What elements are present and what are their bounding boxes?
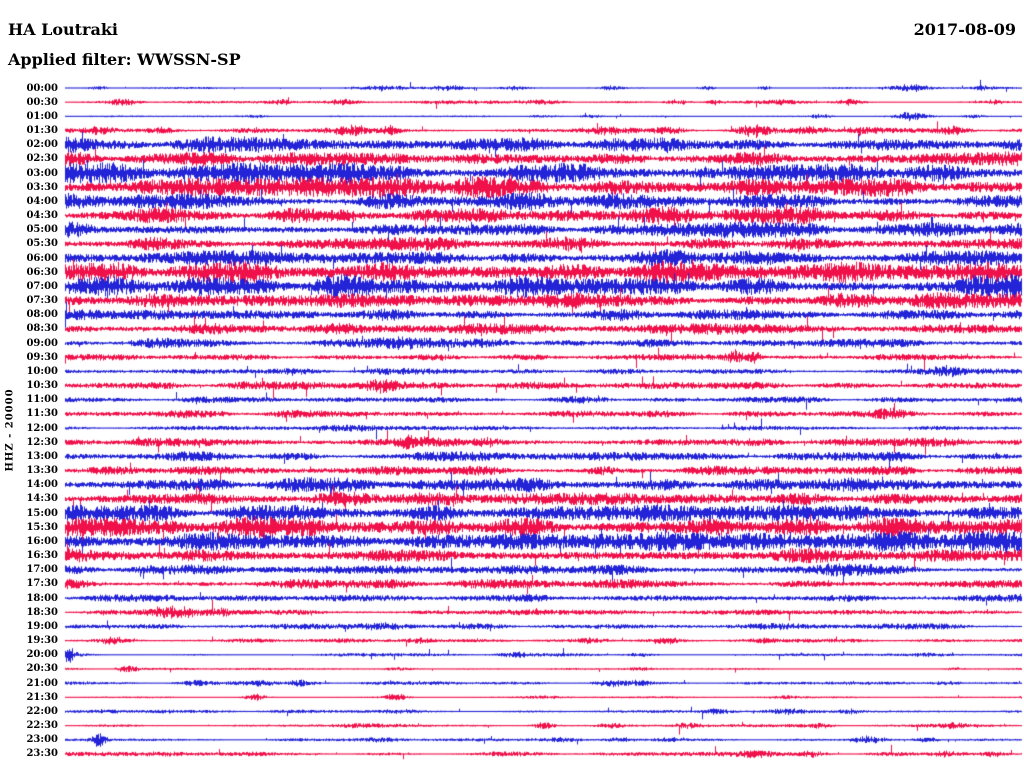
time-label-2230: 22:30 (26, 720, 58, 732)
time-label-1430: 14:30 (26, 493, 58, 505)
time-label-1830: 18:30 (26, 606, 58, 618)
time-label-1900: 19:00 (26, 620, 58, 632)
time-label-0830: 08:30 (26, 323, 58, 335)
time-label-0400: 04:00 (26, 195, 58, 207)
time-label-1400: 14:00 (26, 479, 58, 491)
time-label-1000: 10:00 (26, 365, 58, 377)
time-label-2000: 20:00 (26, 649, 58, 661)
time-label-1300: 13:00 (26, 450, 58, 462)
time-label-0500: 05:00 (26, 224, 58, 236)
time-label-2300: 23:00 (26, 734, 58, 746)
station-title: HA Loutraki (8, 20, 119, 39)
time-label-0030: 00:30 (26, 96, 58, 108)
time-label-1330: 13:30 (26, 465, 58, 477)
time-label-1800: 18:00 (26, 592, 58, 604)
time-label-0600: 06:00 (26, 252, 58, 264)
time-label-2330: 23:30 (26, 748, 58, 760)
time-label-0230: 02:30 (26, 153, 58, 165)
time-label-0000: 00:00 (26, 82, 58, 94)
time-label-1700: 17:00 (26, 564, 58, 576)
time-label-2200: 22:00 (26, 705, 58, 717)
time-label-0530: 05:30 (26, 238, 58, 250)
time-label-0200: 02:00 (26, 139, 58, 151)
time-label-1230: 12:30 (26, 436, 58, 448)
time-label-2130: 21:30 (26, 691, 58, 703)
time-label-1630: 16:30 (26, 550, 58, 562)
time-label-0130: 01:30 (26, 125, 58, 136)
plot-date: 2017-08-09 (913, 20, 1016, 39)
time-label-0800: 08:00 (26, 309, 58, 321)
time-label-0700: 07:00 (26, 280, 58, 292)
filter-label: Applied filter: WWSSN-SP (8, 50, 241, 69)
time-label-1500: 15:00 (26, 507, 58, 519)
time-label-1600: 16:00 (26, 535, 58, 547)
time-label-1100: 11:00 (26, 394, 58, 406)
time-label-0300: 03:00 (26, 167, 58, 179)
time-label-0730: 07:30 (26, 295, 58, 307)
time-label-2030: 20:30 (26, 663, 58, 675)
time-label-1200: 12:00 (26, 422, 58, 434)
time-label-0100: 01:00 (26, 110, 58, 122)
time-label-1730: 17:30 (26, 578, 58, 590)
time-label-0930: 09:30 (26, 351, 58, 363)
time-label-1030: 10:30 (26, 380, 58, 392)
time-label-1530: 15:30 (26, 521, 58, 533)
time-label-1930: 19:30 (26, 635, 58, 647)
time-label-0330: 03:30 (26, 181, 58, 193)
time-label-0430: 04:30 (26, 210, 58, 222)
time-label-2100: 21:00 (26, 677, 58, 689)
time-label-0900: 09:00 (26, 337, 58, 349)
time-label-1130: 11:30 (26, 408, 58, 420)
time-label-0630: 06:30 (26, 266, 58, 278)
